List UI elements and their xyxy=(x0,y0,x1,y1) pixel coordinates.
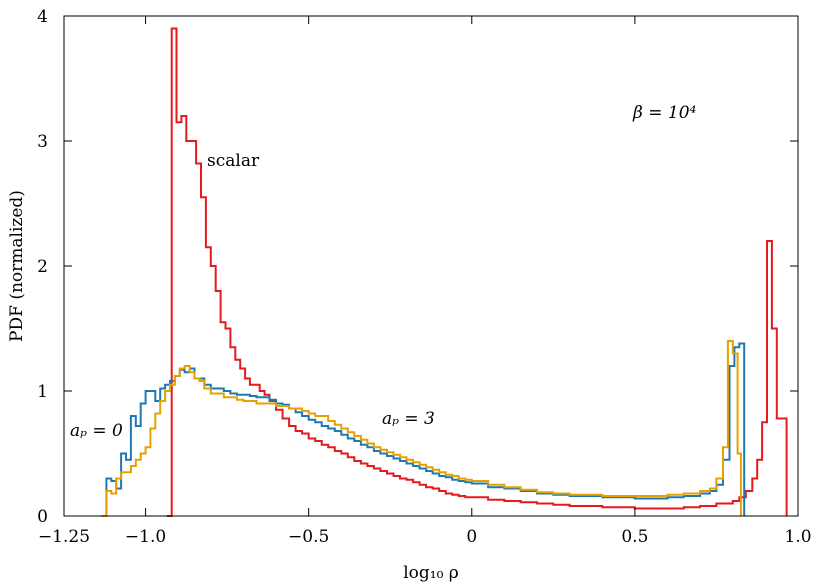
ap0-annotation: aₚ = 0 xyxy=(70,421,123,441)
y-tick-label: 4 xyxy=(37,7,48,27)
series-line-scalar xyxy=(166,27,788,517)
x-axis-label: log₁₀ ρ xyxy=(403,563,459,583)
y-axis-label: PDF (normalized) xyxy=(7,190,27,342)
x-tick-label: −0.5 xyxy=(288,527,329,547)
x-tick-label: 0 xyxy=(466,527,477,547)
y-tick-label: 0 xyxy=(37,507,48,527)
y-tick-label: 3 xyxy=(37,132,48,152)
series-line-a-0 xyxy=(101,342,746,517)
y-tick-label: 1 xyxy=(37,382,48,402)
x-tick-label: −1.25 xyxy=(38,527,90,547)
x-tick-label: 1.0 xyxy=(784,527,811,547)
series-line-a-3 xyxy=(101,340,742,517)
beta-annotation: β = 10⁴ xyxy=(632,103,697,123)
x-tick-label: −1.0 xyxy=(125,527,166,547)
plot-frame xyxy=(63,15,799,517)
series-layer xyxy=(101,27,788,517)
scalar-annotation: scalar xyxy=(207,151,260,171)
y-tick-label: 2 xyxy=(37,257,48,277)
ap3-annotation: aₚ = 3 xyxy=(382,409,435,429)
x-tick-label: 0.5 xyxy=(621,527,648,547)
tick-layer: −1.25 −1.0 −0.5 0 0.5 1.0 0 1 2 3 4 xyxy=(37,7,811,547)
